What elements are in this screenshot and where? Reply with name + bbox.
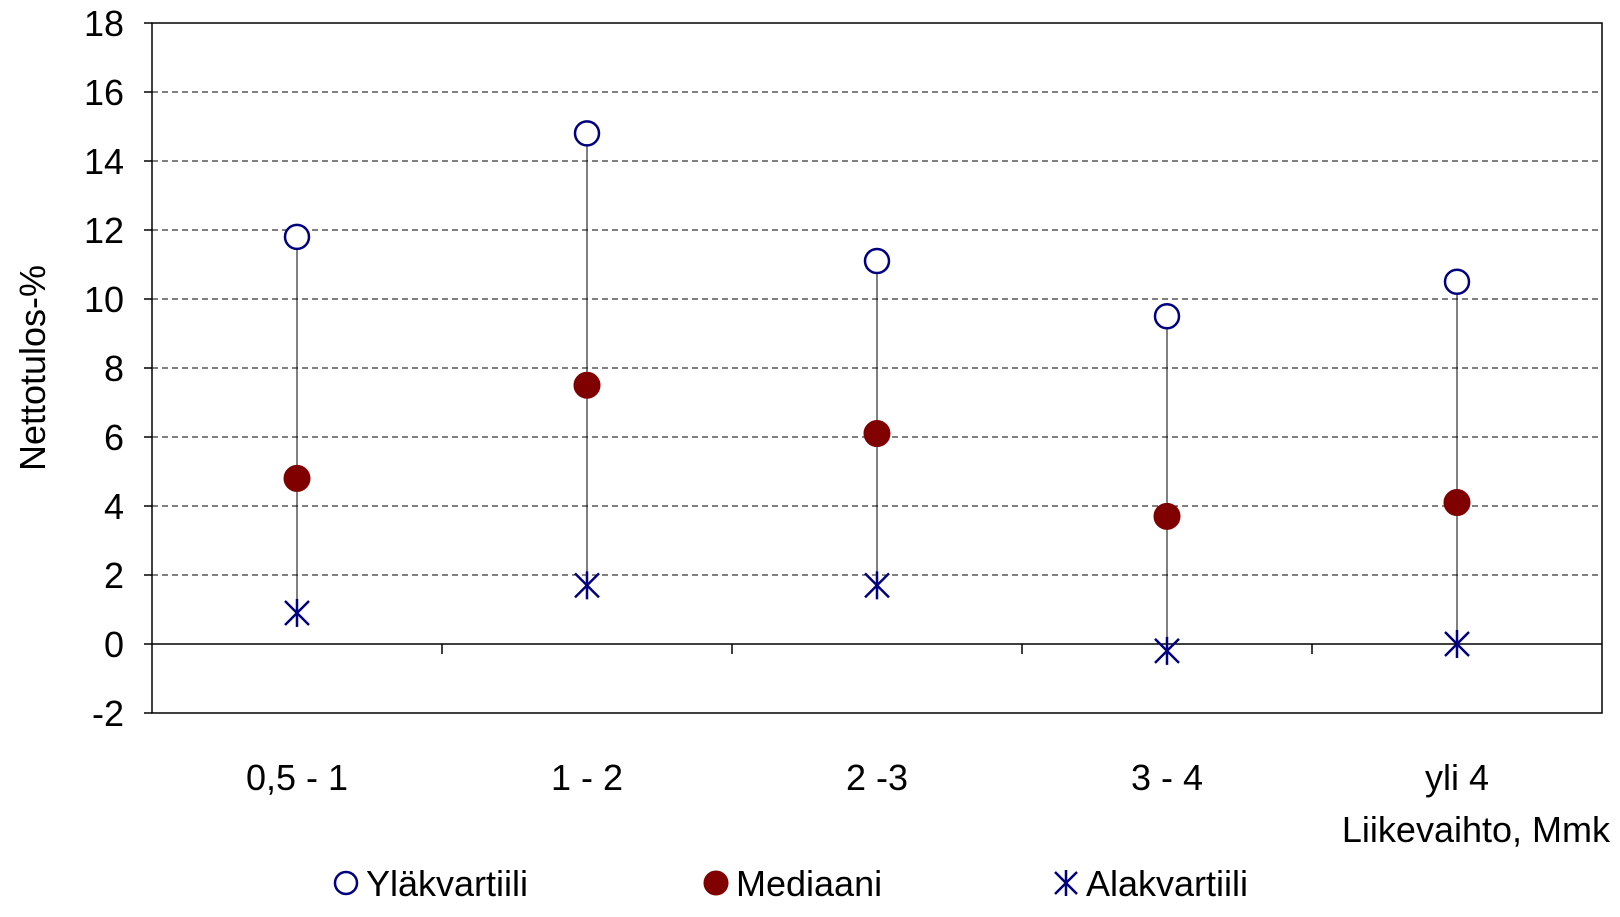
median-point	[283, 464, 311, 492]
median-point	[863, 420, 891, 448]
y-axis-title: Nettotulos-%	[12, 265, 53, 471]
median-point	[573, 371, 601, 399]
markers	[283, 120, 1471, 665]
legend-label: Yläkvartiili	[366, 863, 528, 904]
legend-label: Alakvartiili	[1086, 863, 1248, 904]
lower-quartile-point	[1154, 636, 1180, 665]
median-point	[1153, 502, 1181, 530]
x-tick-label: 2 -3	[846, 757, 908, 798]
x-tick-label: 0,5 - 1	[246, 757, 348, 798]
median-point	[1443, 489, 1471, 517]
y-tick-label: 6	[104, 417, 124, 458]
upper-quartile-point	[573, 120, 601, 147]
x-tick-label: 1 - 2	[551, 757, 623, 798]
legend: Yläkvartiili Mediaani Alakvartiili	[333, 863, 1248, 904]
y-tick-label: 12	[84, 210, 124, 251]
y-tick-labels: 18 16 14 12 10 8 6 4 2 0 -2	[84, 3, 124, 734]
lower-quartile-point	[1444, 630, 1470, 658]
lower-quartile-point	[574, 571, 600, 600]
legend-marker	[333, 870, 359, 896]
upper-quartile-point	[283, 223, 311, 251]
y-ticks	[144, 22, 152, 714]
upper-quartile-point	[863, 247, 891, 275]
legend-label: Mediaani	[736, 863, 882, 904]
range-lines	[296, 133, 1458, 651]
y-tick-label: 16	[84, 72, 124, 113]
y-tick-label: 8	[104, 348, 124, 389]
upper-quartile-point	[1153, 303, 1181, 330]
lower-quartile-point	[284, 598, 310, 627]
x-tick-label: 3 - 4	[1131, 757, 1203, 798]
lower-quartile-point	[864, 571, 890, 600]
legend-marker	[703, 870, 729, 896]
y-tick-label: 2	[104, 555, 124, 596]
y-tick-label: 18	[84, 3, 124, 44]
plot-area	[144, 22, 1603, 714]
y-tick-label: 10	[84, 279, 124, 320]
legend-marker	[1054, 870, 1078, 896]
y-tick-label: 0	[104, 624, 124, 665]
x-tick-label: yli 4	[1425, 757, 1489, 798]
y-tick-label: 14	[84, 141, 124, 182]
x-axis	[152, 643, 1602, 654]
y-tick-label: -2	[92, 693, 124, 734]
x-axis-title: Liikevaihto, Mmk	[1342, 809, 1611, 850]
upper-quartile-point	[1443, 268, 1471, 295]
x-tick-labels: 0,5 - 1 1 - 2 2 -3 3 - 4 yli 4	[246, 757, 1489, 798]
y-tick-label: 4	[104, 486, 124, 527]
